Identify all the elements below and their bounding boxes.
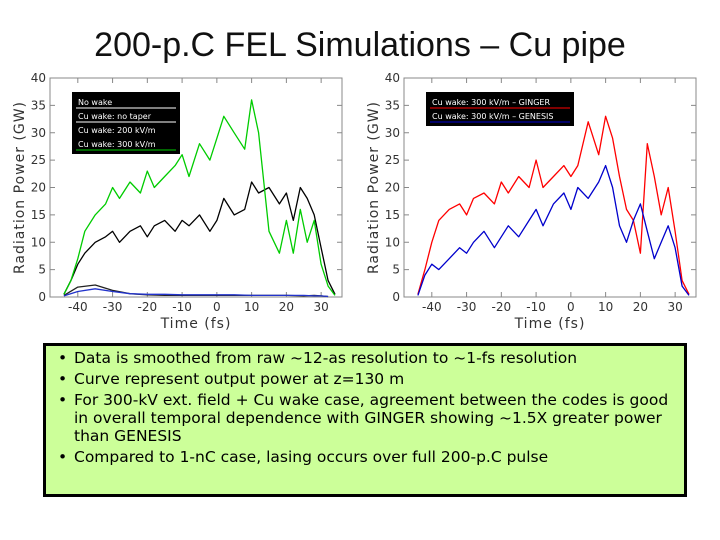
notes-list: Data is smoothed from raw ~12-as resolut… — [54, 349, 676, 466]
bullet-item: For 300-kV ext. field + Cu wake case, ag… — [58, 391, 676, 445]
y-tick-label: 10 — [31, 235, 46, 249]
chart-svg: 0 5 10 15 20 25 30 35 40 -40 -30 -20 -10 0 10 20 30 Time … — [12, 71, 343, 332]
legend-entry: Cu wake: 300 kV/m – GENESIS — [432, 112, 553, 121]
y-tick-label: 20 — [31, 181, 46, 195]
y-axis-label: Radiation Power (GW) — [12, 101, 28, 274]
x-tick-label: 0 — [213, 300, 221, 314]
y-tick-label: 5 — [392, 263, 400, 277]
x-tick-label: -40 — [68, 300, 88, 314]
x-axis-label: Time (fs) — [514, 316, 586, 332]
left-chart: 0 5 10 15 20 25 30 35 40 -40 -30 -20 -10 0 10 20 30 Time … — [8, 70, 348, 332]
y-tick-label: 0 — [38, 290, 46, 304]
y-tick-label: 15 — [31, 208, 46, 222]
y-tick-label: 25 — [385, 153, 400, 167]
x-tick-label: 30 — [668, 300, 683, 314]
x-tick-label: 10 — [598, 300, 613, 314]
legend-entry: Cu wake: 200 kV/m — [78, 126, 156, 135]
bullet-item: Curve represent output power at z=130 m — [58, 370, 676, 388]
y-tick-label: 40 — [385, 71, 400, 85]
series-line-0 — [417, 115, 690, 295]
series-line-1 — [63, 288, 329, 298]
y-tick-label: 15 — [385, 208, 400, 222]
bullet-item: Data is smoothed from raw ~12-as resolut… — [58, 349, 676, 367]
x-tick-label: -20 — [138, 300, 158, 314]
y-tick-label: 25 — [31, 153, 46, 167]
x-tick-label: -20 — [492, 300, 512, 314]
y-tick-label: 30 — [31, 126, 46, 140]
series-line-2 — [63, 181, 336, 295]
y-tick-label: 35 — [31, 98, 46, 112]
y-tick-label: 30 — [385, 126, 400, 140]
legend-box — [72, 92, 180, 154]
y-tick-label: 20 — [385, 181, 400, 195]
x-tick-label: 10 — [244, 300, 259, 314]
y-tick-label: 5 — [38, 263, 46, 277]
x-tick-label: 20 — [633, 300, 648, 314]
x-axis-label: Time (fs) — [160, 316, 232, 332]
x-tick-label: -30 — [457, 300, 477, 314]
notes-box: Data is smoothed from raw ~12-as resolut… — [43, 343, 687, 497]
x-tick-label: -10 — [526, 300, 546, 314]
y-axis-label: Radiation Power (GW) — [366, 101, 382, 274]
x-tick-label: 30 — [314, 300, 329, 314]
legend-entry: No wake — [78, 98, 112, 107]
legend-entry: Cu wake: 300 kV/m – GINGER — [432, 98, 550, 107]
x-tick-label: -30 — [103, 300, 123, 314]
legend-entry: Cu wake: no taper — [78, 112, 152, 121]
x-tick-label: 0 — [567, 300, 575, 314]
y-tick-label: 35 — [385, 98, 400, 112]
chart-svg: 0 5 10 15 20 25 30 35 40 -40 -30 -20 -10 0 10 20 30 Time … — [366, 71, 697, 332]
y-tick-label: 0 — [392, 290, 400, 304]
y-tick-label: 40 — [31, 71, 46, 85]
legend-entry: Cu wake: 300 kV/m — [78, 140, 156, 149]
bullet-item: Compared to 1-nC case, lasing occurs ove… — [58, 448, 676, 466]
y-tick-label: 10 — [385, 235, 400, 249]
series-line-1 — [417, 164, 690, 296]
x-tick-label: 20 — [279, 300, 294, 314]
right-chart: 0 5 10 15 20 25 30 35 40 -40 -30 -20 -10 0 10 20 30 Time … — [362, 70, 702, 332]
slide-title: 200-p.C FEL Simulations – Cu pipe — [94, 26, 626, 64]
legend-box — [426, 92, 574, 126]
series-line-3 — [63, 99, 336, 296]
x-tick-label: -40 — [422, 300, 442, 314]
x-tick-label: -10 — [172, 300, 192, 314]
